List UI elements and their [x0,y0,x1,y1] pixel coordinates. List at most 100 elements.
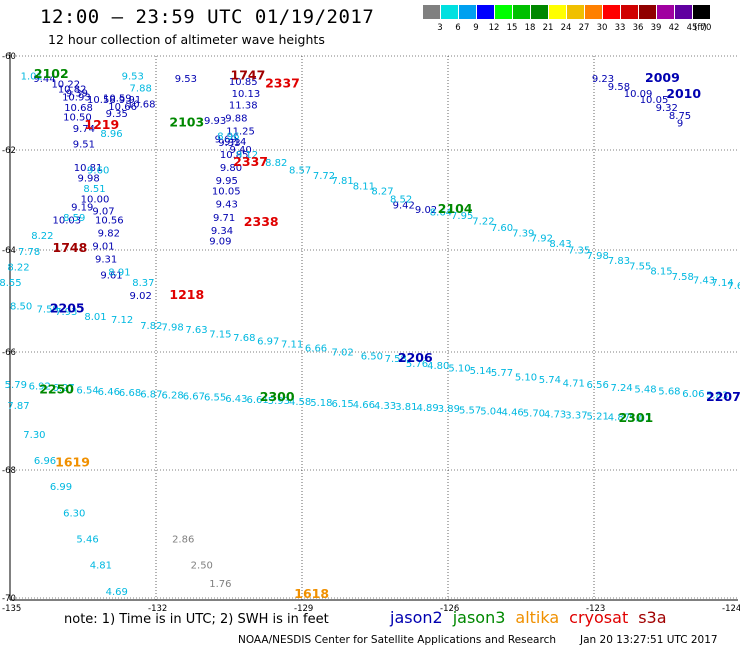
swh-value: 9.91 [119,95,141,106]
swh-value: 9 [677,119,683,130]
swh-value: 7.78 [18,247,40,258]
swh-value: 7.81 [331,176,353,187]
color-scale-legend: 3 6 9 12 15 18 21 24 27 30 33 36 39 42 45 70 (ft) [422,5,728,35]
swh-value: 10.93 [62,92,91,103]
color-swatch [638,5,656,19]
swh-value: 4.89 [417,403,439,414]
swh-value: 3.89 [438,404,460,415]
color-swatch [692,5,710,19]
swh-value: 6.15 [331,399,353,410]
swh-value: 7.72 [313,171,335,182]
swh-value: 9.43 [216,200,238,211]
pass-time-label: 1618 [294,586,329,601]
swh-value: 10.68 [127,99,156,110]
color-scale-tick: 30 [596,23,608,33]
swh-value: 9.02 [415,205,437,216]
color-scale-tick: 3 [437,23,443,33]
color-scale-unit: (ft) [694,23,707,33]
swh-value: 7.63 [185,325,207,336]
swh-value: 6.27 [53,383,75,394]
swh-value: 9.14 [224,137,246,148]
swh-value: 7.98 [161,323,183,334]
color-scale-tick: 12 [488,23,500,33]
swh-value: 11.25 [226,126,255,137]
swh-value: 8.75 [669,111,691,122]
swh-value: 9.44 [33,74,55,85]
swh-value: 7.82 [140,321,162,332]
tick-labels: -60 -62 -64 -66 -68 -70-135 -132 -129 -126 -123 -1… [2,52,740,612]
swh-value: 7.6 [727,281,740,292]
swh-value: 8.96 [100,129,122,140]
swh-value: 10.05 [640,95,669,106]
swh-value: 10.68 [64,103,93,114]
swh-value: 2.86 [172,534,194,545]
swh-value: 4.81 [90,561,112,572]
swh-value: 8.51 [83,184,105,195]
color-swatch [458,5,476,19]
swh-value: 7.39 [512,228,534,239]
color-scale-tick: 36 [632,23,644,33]
legend-item-jason3: jason3 [452,608,506,627]
y-tick-label: -62 [2,146,16,156]
swh-value: 9.31 [95,255,117,266]
swh-value: 6.43 [225,394,247,405]
swh-value: 9.34 [211,226,233,237]
color-swatch [530,5,548,19]
color-scale-tick: 21 [542,23,554,33]
swh-value: 5.14 [470,366,492,377]
color-scale-tick: 42 [668,23,680,33]
swh-value: 9.42 [393,201,415,212]
swh-value: 5.83 [706,391,728,402]
swh-value: 5.48 [634,384,656,395]
pass-time-label: 2207 [706,389,740,404]
swh-value: 6.87 [140,390,162,401]
x-tick-label: -126 [440,604,459,612]
swh-value: 9.40 [229,145,251,156]
swh-value: 4.73 [544,409,566,420]
pass-time-label: 2009 [645,70,680,85]
swh-value: 9.93 [204,116,226,127]
swh-value: 7.24 [610,383,632,394]
swh-value: 8.22 [31,231,53,242]
swh-value: 9.12 [236,150,258,161]
y-tick-label: -60 [2,52,16,62]
swh-value: 10.59 [103,94,132,105]
color-scale-tick: 9 [473,23,479,33]
pass-time-label: 2338 [244,214,279,229]
legend-item-altika: altika [515,608,560,627]
color-swatch [440,5,458,19]
swh-value: 7.35 [568,246,590,257]
swh-value: 10.58 [87,95,116,106]
altimeter-plot: -60 -62 -64 -66 -68 -70-135 -132 -129 -126 -123 -1… [0,52,740,612]
swh-value: 6.97 [257,337,279,348]
swh-value: 5.07 [629,414,651,425]
swh-value: 5.21 [587,412,609,423]
pass-time-label: 2337 [233,154,268,169]
grid-lines [10,55,738,600]
color-swatch [620,5,638,19]
swh-value: 8.15 [650,267,672,278]
x-tick-label: -124 [722,604,740,612]
credit-line: NOAA/NESDIS Center for Satellite Applica… [238,634,556,646]
swh-value: 10.81 [74,163,103,174]
legend-item-jason2: jason2 [390,608,443,627]
color-scale-tick: 15 [506,23,518,33]
footer-note: note: 1) Time is in UTC; 2) SWH is in fe… [64,612,329,627]
swh-value: 4.69 [106,587,128,598]
swh-value: 4.46 [502,407,524,418]
swh-value: 5.77 [491,368,513,379]
pass-time-label: 2205 [50,300,85,315]
swh-value: 9.32 [656,103,678,114]
pass-time-label: 2103 [169,115,204,130]
color-swatch [422,5,440,19]
swh-value: 6.30 [63,508,85,519]
y-tick-label: -64 [2,246,16,256]
swh-value: 10.66 [108,102,137,113]
swh-value: 9.53 [122,72,144,83]
swh-value: 5.70 [523,408,545,419]
swh-value: 9.33 [218,138,240,149]
swh-value: 5.68 [658,386,680,397]
swh-value: 6.54 [76,385,98,396]
satellite-legend: jason2 jason3 altika cryosat s3a [390,608,677,627]
swh-value: 5.04 [480,406,502,417]
